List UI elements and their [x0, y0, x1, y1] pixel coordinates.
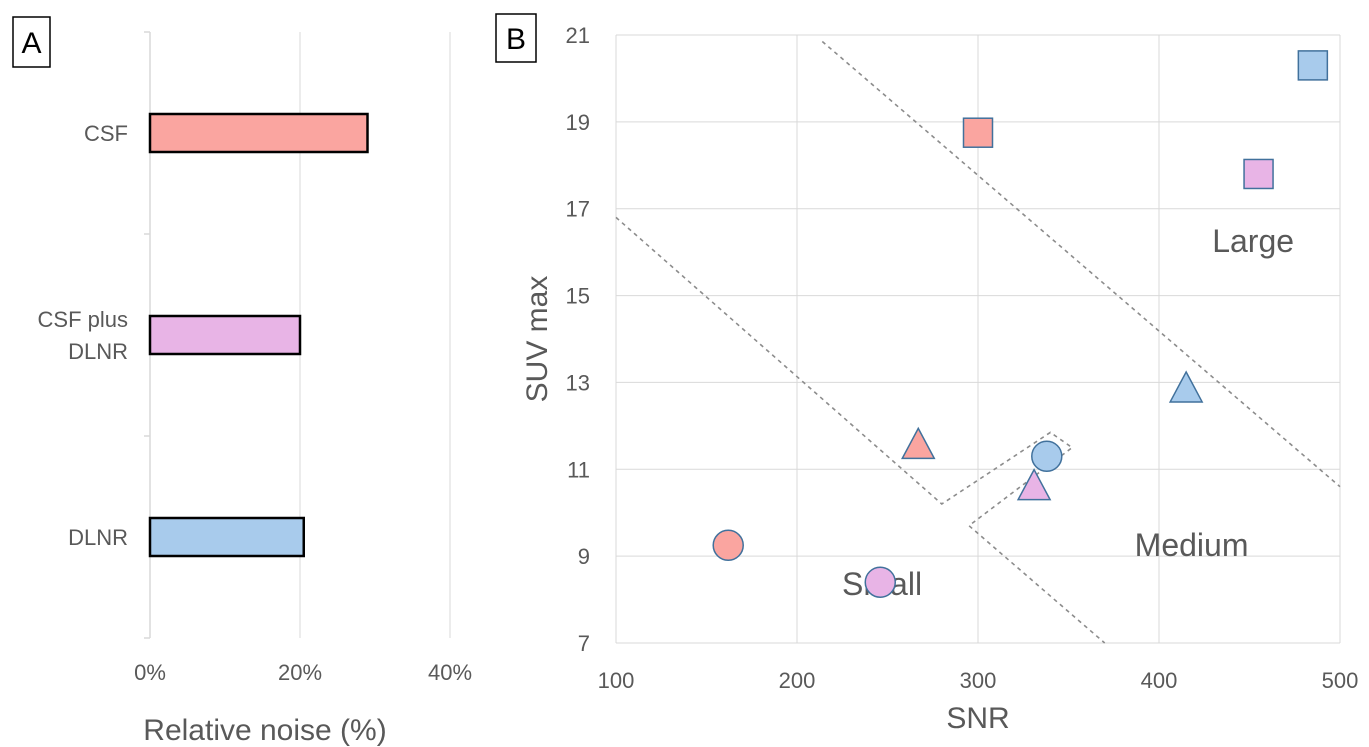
- marker-dlnr-small: [1031, 440, 1063, 473]
- marker-dlnr-large: [1297, 50, 1329, 81]
- marker-csf-plus-dlnr-medium: [1016, 468, 1052, 501]
- x-tick-label: 500: [1322, 668, 1359, 693]
- x-tick-label: 300: [960, 668, 997, 693]
- marker-csf-large: [962, 117, 994, 148]
- marker-csf-plus-dlnr-large: [1243, 158, 1274, 190]
- y-tick-label: 19: [566, 110, 590, 135]
- x-tick-label: 400: [1141, 668, 1178, 693]
- panel-a-bar-chart: CSF CSF plus DLNR DLNR 0% 20% 40% Relative nois…: [12, 16, 472, 747]
- panel-label-box: [12, 16, 51, 68]
- y-tick-label: 9: [578, 544, 590, 569]
- category-label: CSF plus DLNR: [38, 307, 128, 364]
- y-tick-label: 11: [567, 457, 590, 482]
- category-label: CSF: [84, 121, 128, 146]
- y-tick-label: 7: [578, 631, 590, 656]
- size-boundary-line: [821, 40, 1341, 488]
- y-tick-label: 15: [566, 284, 590, 309]
- y-axis-title: SUV max: [521, 276, 554, 403]
- panel-label-box: [495, 13, 537, 63]
- x-tick-label: 40%: [428, 660, 472, 685]
- region-label-large: Large: [1212, 223, 1294, 259]
- size-boundary-line: [615, 216, 1106, 644]
- x-axis-title: Relative noise (%): [143, 714, 386, 747]
- x-axis-title: SNR: [946, 702, 1009, 735]
- y-tick-label: 17: [566, 197, 590, 222]
- marker-csf-plus-dlnr-small: [864, 566, 897, 598]
- y-tick-label: 13: [566, 370, 590, 395]
- marker-csf-small: [712, 529, 744, 562]
- x-tick-label: 200: [779, 668, 816, 693]
- x-tick-label: 20%: [278, 660, 322, 685]
- panel-label: B: [506, 23, 526, 56]
- bar-csf-plus-dlnr: [148, 314, 302, 356]
- bar-dlnr: [148, 516, 305, 558]
- marker-dlnr-medium: [1168, 370, 1204, 403]
- marker-csf-medium: [901, 426, 936, 460]
- category-label: DLNR: [68, 525, 128, 550]
- y-tick-label: 21: [566, 23, 590, 48]
- bar-csf: [148, 112, 369, 154]
- region-label-medium: Medium: [1135, 527, 1249, 563]
- panel-label: A: [21, 27, 41, 60]
- x-tick-label: 100: [598, 668, 635, 693]
- x-tick-label: 0%: [134, 660, 166, 685]
